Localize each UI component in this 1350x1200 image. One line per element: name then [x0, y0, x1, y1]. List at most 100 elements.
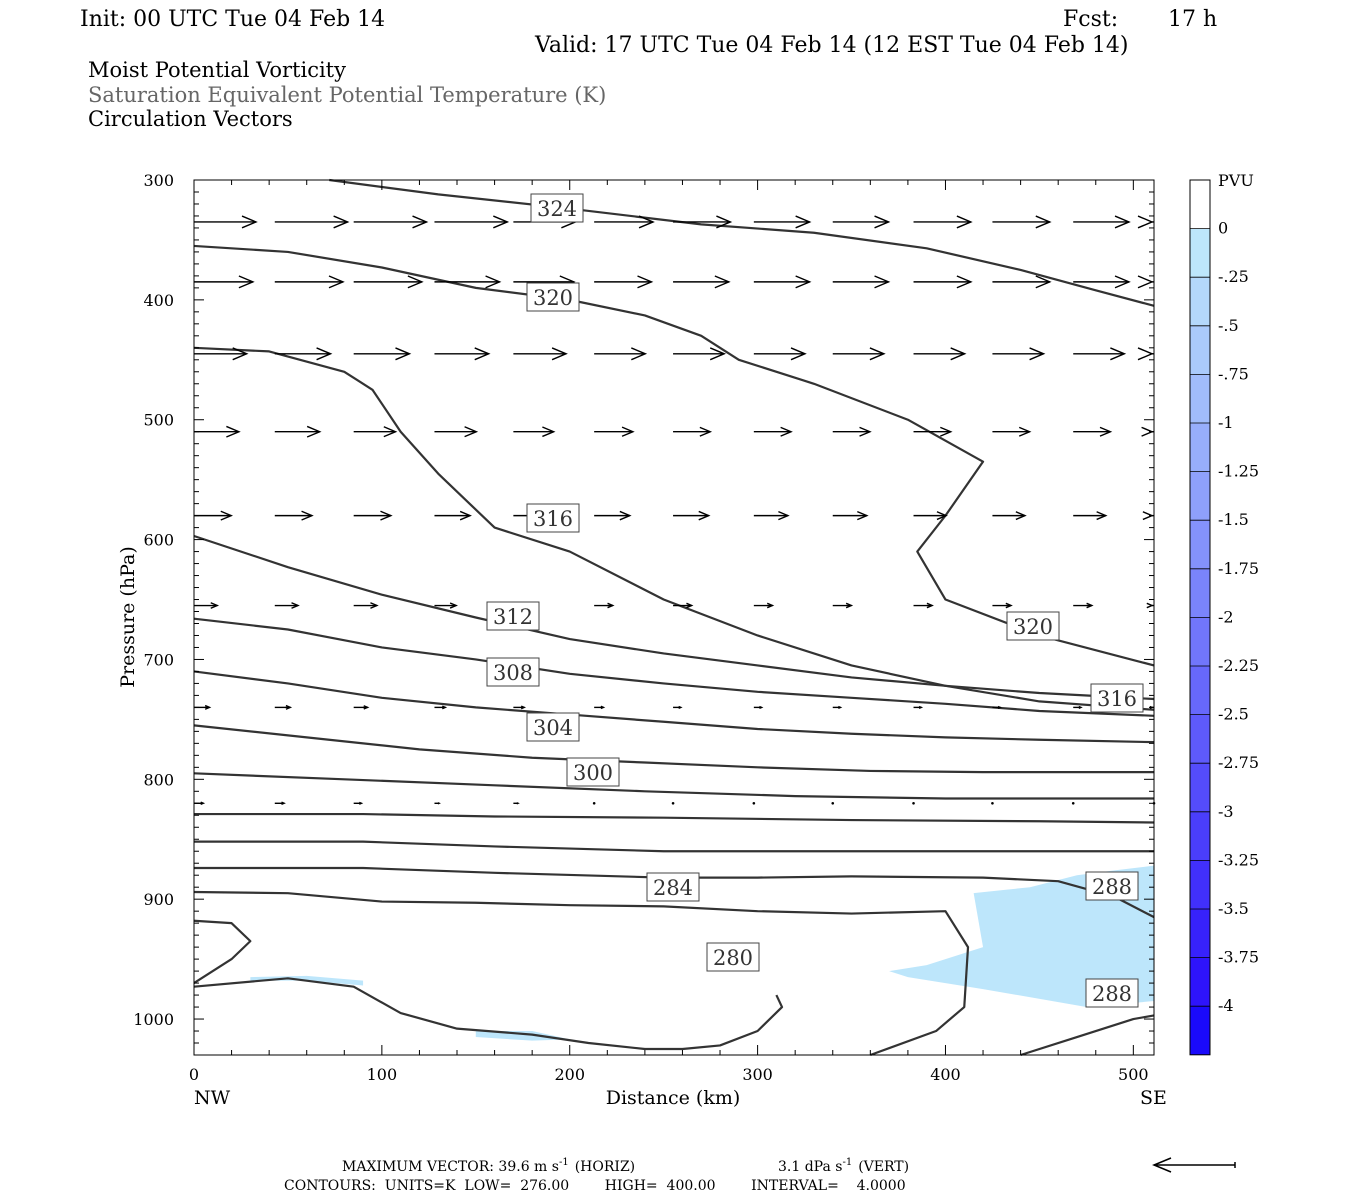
colorbar-segment [1190, 228, 1210, 278]
y-tick-label: 300 [143, 171, 174, 190]
vector-head [485, 275, 502, 289]
vector-head [1137, 215, 1154, 229]
vector-head [621, 426, 635, 437]
vector-head [412, 215, 429, 229]
exp-vert: -1 [842, 1157, 852, 1168]
colorbar-unit: PVU [1218, 171, 1254, 190]
vector-head [474, 347, 491, 361]
vector-head [333, 215, 350, 229]
colorbar-segment [1190, 374, 1210, 423]
colorbar-segment [1190, 1006, 1210, 1055]
vector-head [204, 704, 212, 710]
exp-horiz: -1 [559, 1157, 569, 1168]
theta-es-contour-line [193, 617, 1155, 717]
colorbar-segment [1190, 763, 1210, 812]
vector-head [1005, 602, 1013, 609]
colorbar-segment [1190, 860, 1210, 909]
vector-head [459, 510, 472, 521]
max-vector-info: MAXIMUM VECTOR: 39.6 m s-1 (HORIZ) [342, 1157, 635, 1175]
vector-head [370, 602, 379, 609]
contour-label-box [526, 503, 580, 533]
vector-head [316, 347, 333, 361]
y-tick-label: 700 [143, 650, 174, 669]
contour-label-box [486, 601, 540, 631]
vector-head [363, 705, 370, 710]
vector-dot [831, 801, 835, 805]
contour-label-box [526, 712, 580, 742]
theta-es-contour-line [193, 890, 970, 1057]
colorbar-label: -.25 [1218, 267, 1249, 286]
colorbar-label: -3 [1218, 802, 1234, 821]
vector-head [1146, 602, 1154, 609]
vector-head [845, 602, 854, 609]
vector-dot [912, 801, 915, 805]
contour-label: 288 [1092, 875, 1132, 899]
vector-head [950, 347, 967, 361]
colorbar-label: -.75 [1218, 364, 1249, 383]
vector-head [766, 602, 775, 609]
vector-head [857, 510, 869, 521]
colorbar-segment [1190, 423, 1210, 472]
colorbar-label: -1.25 [1218, 462, 1259, 481]
vector-head [1099, 426, 1113, 437]
x-end-right-label: SE [1140, 1087, 1167, 1109]
vector-head [395, 347, 412, 361]
x-tick-label: 0 [189, 1065, 199, 1084]
vector-head [442, 705, 448, 710]
field-title-vectors: Circulation Vectors [88, 107, 293, 131]
contour-label: 300 [573, 761, 613, 785]
max-vector-vert-info: 3.1 dPa s-1 (VERT) [778, 1157, 909, 1175]
vector-head [464, 426, 479, 438]
vector-head [407, 275, 424, 289]
vector-head [678, 705, 683, 709]
vector-head [328, 275, 345, 289]
contour-label: 308 [493, 661, 533, 685]
contour-label-box [706, 942, 760, 972]
y-tick-label: 500 [143, 411, 174, 430]
colorbar-segment [1190, 666, 1210, 715]
vector-head [1114, 215, 1131, 229]
vector-head [940, 426, 953, 437]
y-tick-label: 400 [143, 291, 174, 310]
vector-head [698, 510, 711, 521]
vector-head [956, 275, 973, 289]
colorbar-label: -3.5 [1218, 899, 1249, 918]
colorbar-segment [1190, 325, 1210, 375]
colorbar-segment [1190, 520, 1210, 569]
vector-head [859, 426, 872, 437]
contour-label: 280 [713, 946, 753, 970]
theta-es-contour-line [1020, 1014, 1155, 1057]
colorbar-label: -1 [1218, 413, 1234, 432]
vector-head [210, 602, 220, 609]
theta-es-contour-line [193, 977, 784, 1051]
contour-label-box [1085, 978, 1139, 1008]
vector-head [607, 602, 615, 609]
theta-es-contour-line [193, 724, 1154, 774]
contour-label: 316 [1097, 687, 1137, 711]
vector-head [874, 275, 891, 289]
vector-head [1114, 275, 1131, 289]
vector-head [790, 347, 807, 361]
vector-dot [1071, 801, 1075, 805]
x-tick-label: 300 [742, 1065, 773, 1084]
vector-head [1078, 705, 1083, 709]
contour-label-box [566, 757, 620, 787]
colorbar-segment [1190, 277, 1210, 326]
vector-head [226, 425, 241, 438]
vector-head [238, 275, 255, 289]
valid-time: Valid: 17 UTC Tue 04 Feb 14 (12 EST Tue … [534, 33, 1129, 58]
vector-head [437, 802, 441, 805]
vector-head [619, 510, 632, 521]
colorbar-label: -3.25 [1218, 850, 1259, 869]
vector-head [869, 347, 886, 361]
pvu-colorbar: 0 -.25 -.5 -.75 -1 -1.25 -1.5 -1.75 -2 -2.25 -2.5 -… [1189, 179, 1259, 1056]
y-tick-label: 900 [143, 890, 174, 909]
vector-head [449, 602, 458, 609]
y-tick-label: 600 [143, 531, 174, 550]
vector-head [780, 426, 793, 437]
vector-head [997, 705, 1002, 709]
colorbar-segment [1190, 568, 1210, 618]
vector-head [516, 802, 520, 805]
